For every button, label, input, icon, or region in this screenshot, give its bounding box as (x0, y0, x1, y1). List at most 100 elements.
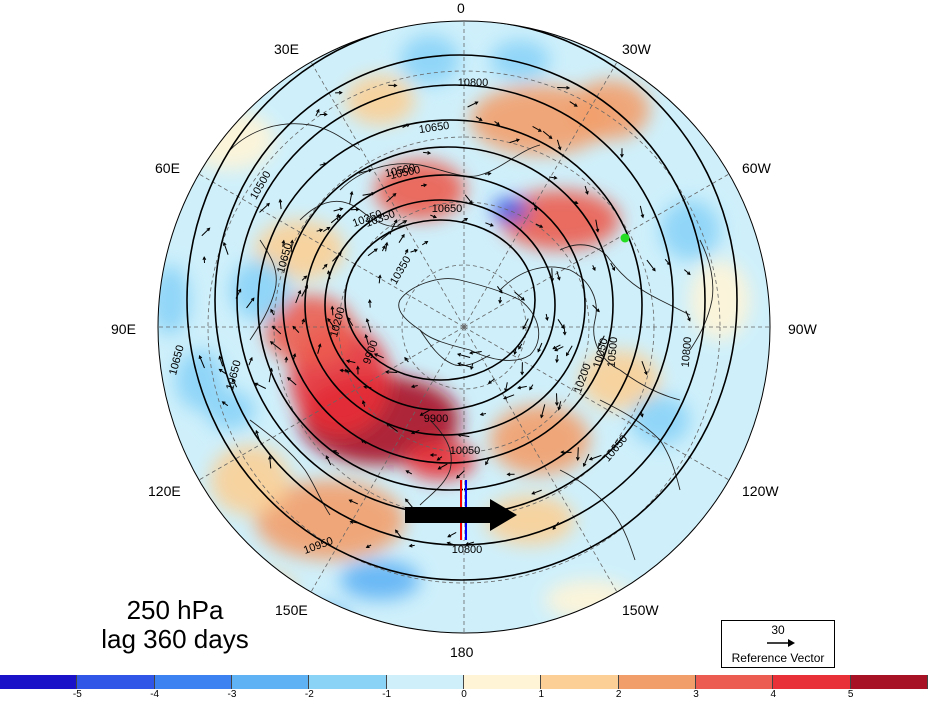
meridian-line (463, 326, 730, 481)
wave-vector-head (539, 224, 544, 228)
wave-vector (563, 324, 566, 335)
height-contour (304, 174, 586, 436)
wave-vector-head (529, 386, 533, 391)
wave-vector (522, 318, 529, 330)
wave-vector-head (506, 472, 511, 477)
wave-vector (584, 185, 589, 195)
wave-vector-head (598, 342, 602, 347)
colorbar-cell (773, 675, 851, 689)
wave-vector (447, 531, 457, 538)
wave-vector-head (555, 359, 559, 364)
wave-vector-head (323, 162, 328, 166)
wave-vector-head (522, 325, 526, 330)
wave-vector (514, 291, 525, 301)
wave-vector-head (469, 350, 474, 355)
anomaly-patch (690, 260, 750, 340)
wave-vector-head (552, 345, 557, 350)
wave-vector (367, 248, 378, 257)
contour-label: 10800 (680, 336, 695, 368)
wave-vector-head (620, 153, 624, 158)
wave-vector-head (269, 341, 274, 345)
wave-vector-head (319, 228, 324, 233)
anomaly-patch (185, 110, 275, 170)
wave-vector-head (515, 138, 520, 143)
wave-vector-head (377, 274, 382, 279)
wave-vector-head (250, 297, 255, 302)
anomaly-patch (485, 495, 575, 545)
wave-vector (485, 457, 490, 465)
wave-vector (458, 362, 472, 368)
wave-vector (362, 192, 375, 196)
coastline (599, 399, 681, 491)
large-flux-arrow (405, 499, 517, 531)
wave-vector (447, 542, 455, 546)
colorbar-tick-label: 5 (847, 689, 854, 700)
longitude-label: 180 (450, 644, 474, 660)
contour-label-text: 9900 (424, 413, 448, 425)
wave-vector (287, 377, 297, 386)
wave-vector-head (360, 439, 365, 444)
wave-vector-head (640, 413, 644, 418)
wave-vector-head (446, 541, 451, 546)
contour-label-text: 10050 (450, 445, 481, 457)
colorbar-cell (77, 675, 155, 689)
contour-label-text: 10650 (418, 120, 450, 136)
wave-vector (456, 470, 465, 479)
wave-vector-head (271, 325, 276, 330)
wave-vector-head (382, 244, 386, 249)
wave-vector-head (552, 526, 557, 531)
wave-vector (349, 191, 353, 205)
wave-vector-head (326, 226, 331, 231)
wave-vector-head (347, 316, 351, 321)
wave-vector (503, 394, 515, 400)
wave-vector-head (266, 202, 270, 207)
wave-vector (364, 386, 372, 389)
wave-vector (549, 176, 557, 179)
wave-vector (398, 234, 405, 243)
wave-vector-head (573, 103, 578, 107)
green-location-marker (620, 233, 630, 243)
wave-vector-head (373, 248, 378, 253)
wave-vector (255, 430, 261, 442)
contour-label-text: 10650 (432, 203, 463, 215)
wave-vector-head (517, 385, 522, 390)
wave-vector-head (565, 352, 570, 357)
anomaly-patch (490, 405, 590, 475)
wave-vector (542, 130, 553, 139)
wave-vector-head (611, 267, 615, 272)
contour-label: 10500 (606, 336, 621, 368)
map-overlay (405, 233, 630, 540)
wave-vector-head (355, 207, 360, 212)
wave-vector (556, 393, 558, 406)
wave-vector-head (427, 150, 432, 155)
anomaly-patch (210, 445, 290, 515)
wave-vector (461, 218, 468, 223)
anomaly-patch (255, 220, 345, 280)
wave-vector (327, 271, 331, 280)
longitude-label: 30W (622, 41, 651, 57)
wave-vector (595, 219, 599, 232)
wave-vector-head (254, 382, 259, 386)
wave-vector-head (533, 207, 538, 212)
wave-vector-head (489, 223, 494, 227)
colorbar-tick-label: -2 (304, 689, 314, 700)
wave-vector (465, 541, 475, 545)
anomaly-patch (175, 350, 225, 410)
wave-vector-head (686, 271, 691, 276)
contour-label-text: 10800 (452, 544, 483, 556)
wave-vector-head (393, 219, 398, 224)
wave-vector-head (371, 191, 376, 196)
wave-vector (509, 139, 520, 144)
wave-vector-head (231, 378, 236, 383)
wave-vector (610, 262, 615, 271)
wave-vector-head (297, 289, 302, 294)
wave-vector-head (361, 399, 366, 405)
wave-vector-head (327, 270, 331, 275)
wave-vector (556, 354, 558, 363)
colorbar-ticks: -5 -4 -3 -2 -1 0 1 2 3 4 5 (0, 689, 928, 702)
wave-vector-head (368, 168, 373, 173)
meridian-line (198, 326, 465, 481)
wave-vector (518, 385, 527, 389)
wave-vector (378, 275, 381, 284)
